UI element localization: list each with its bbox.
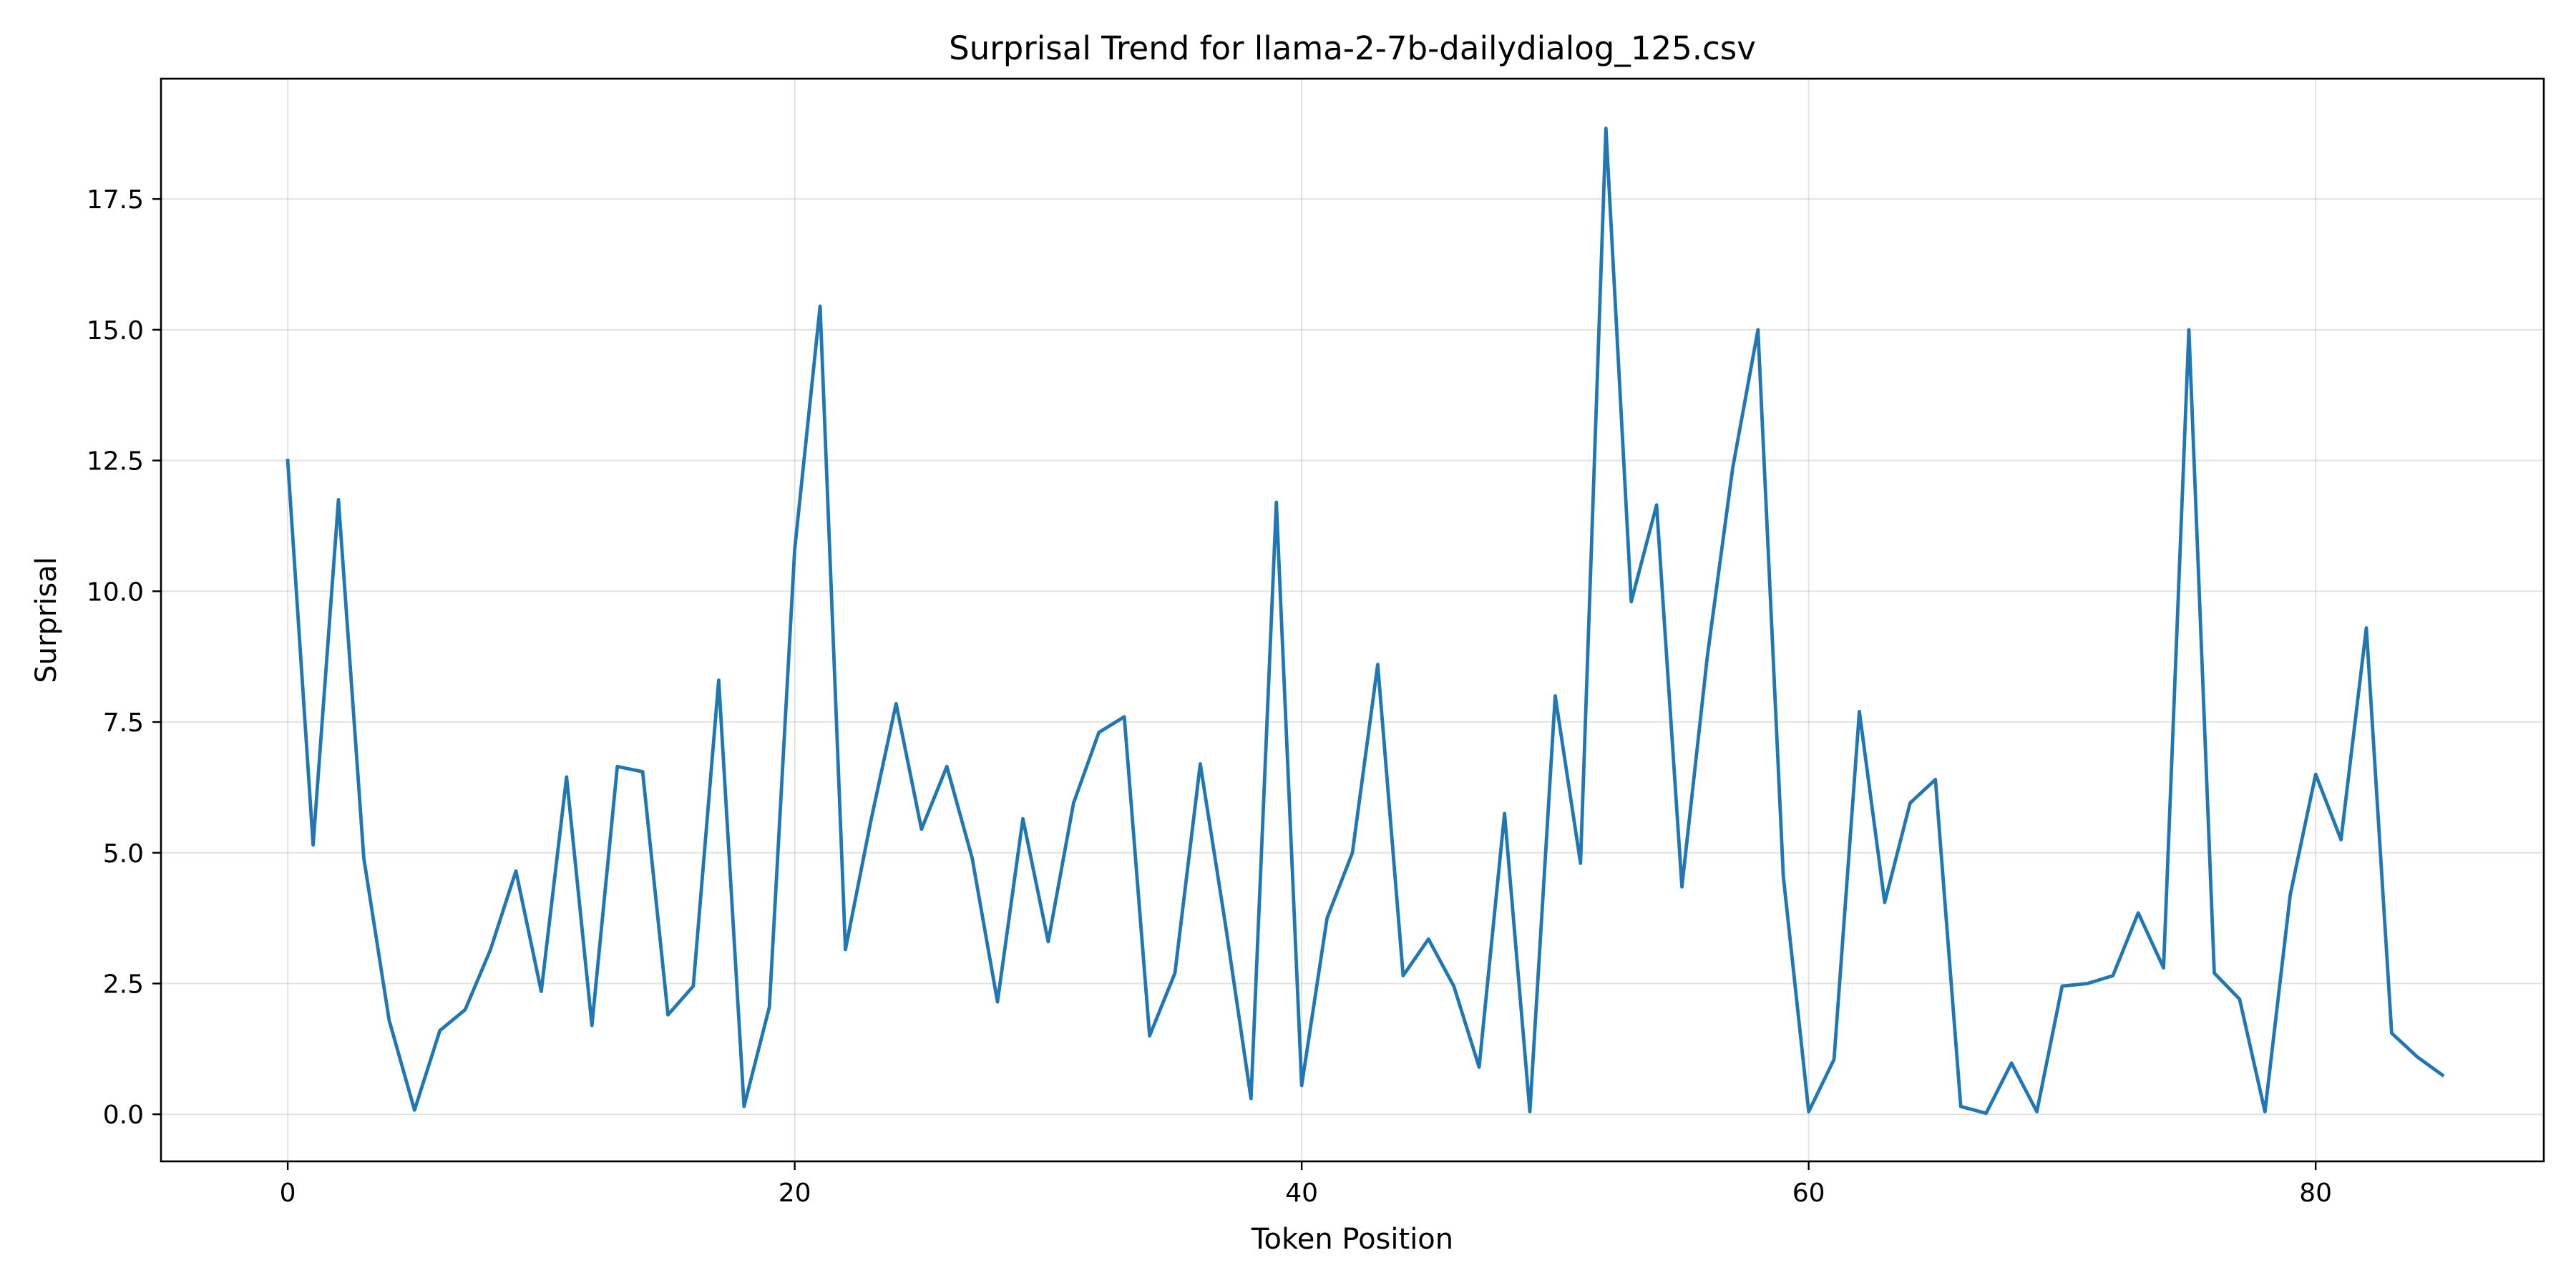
y-tick-label: 7.5 [103, 708, 144, 738]
x-tick-label: 80 [2299, 1179, 2332, 1208]
x-tick-label: 0 [280, 1179, 296, 1208]
x-tick-label: 40 [1285, 1179, 1318, 1208]
y-tick-label: 0.0 [103, 1101, 144, 1130]
y-axis-label: Surprisal [30, 557, 63, 683]
surprisal-series-line [286, 126, 2445, 1116]
chart-title: Surprisal Trend for llama-2-7b-dailydial… [949, 29, 1756, 67]
y-tick-label: 15.0 [87, 316, 144, 346]
y-tick-label: 5.0 [103, 839, 144, 869]
y-tick-label: 17.5 [87, 185, 144, 215]
y-tick-label: 10.0 [87, 577, 144, 607]
x-tick-label: 60 [1792, 1179, 1825, 1208]
plot-frame [160, 77, 2545, 1163]
y-axis-ticks: 0.0 2.5 5.0 7.5 10.0 12.5 15.0 17.5 [87, 185, 161, 1130]
series-layer [286, 126, 2445, 1116]
y-tick-label: 12.5 [87, 447, 144, 477]
x-tick-label: 20 [779, 1179, 811, 1208]
grid-lines [161, 79, 2544, 1161]
x-axis-ticks: 0 20 40 60 80 [280, 1161, 2332, 1208]
x-axis-label: Token Position [1251, 1223, 1453, 1256]
y-tick-label: 2.5 [103, 970, 144, 999]
